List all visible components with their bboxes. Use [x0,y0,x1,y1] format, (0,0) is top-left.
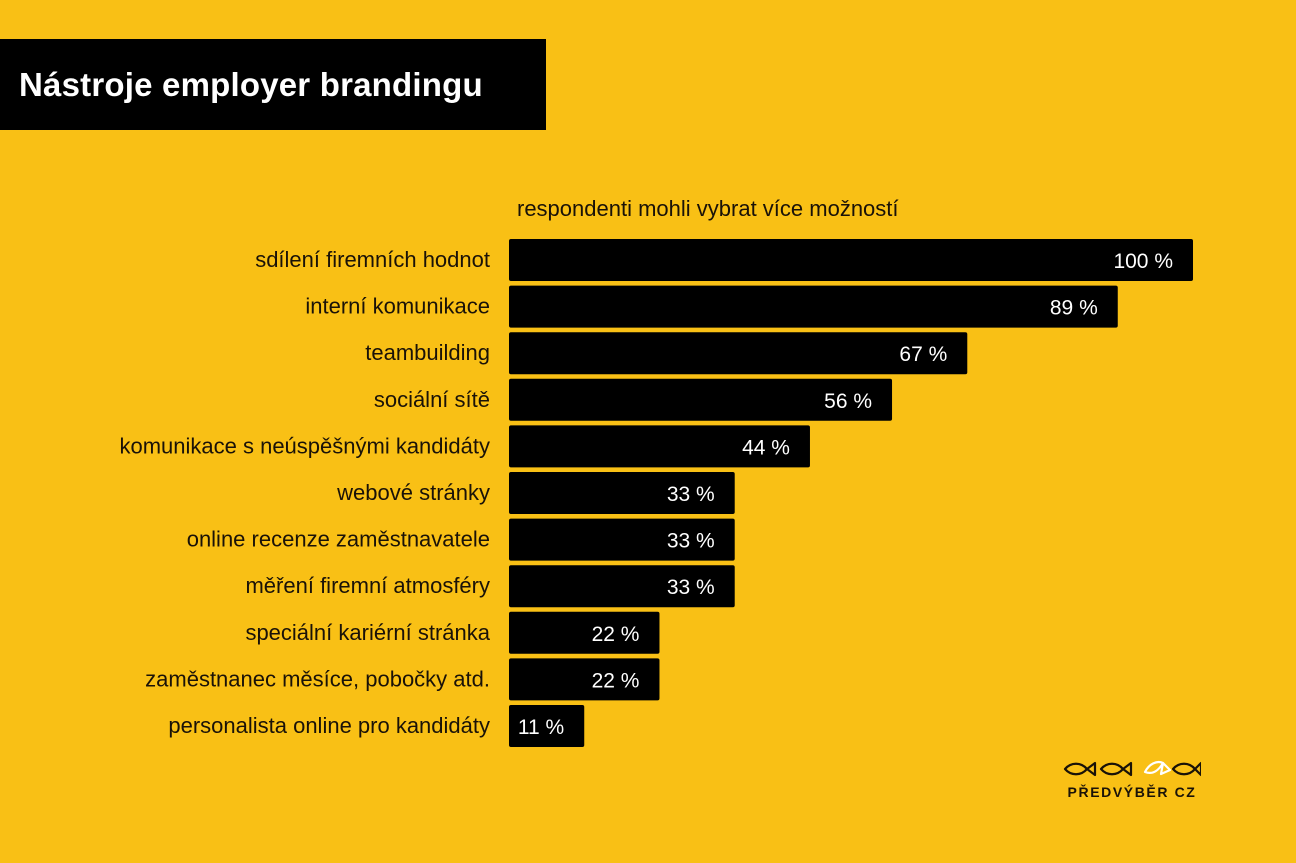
bar [509,285,1118,328]
value-label: 100 % [1113,250,1173,273]
bar [509,472,735,514]
page-title: Nástroje employer brandingu [19,65,483,103]
fish-row-icon [1063,760,1201,777]
value-label: 11 % [518,716,564,739]
chart-subtitle: respondenti mohli vybrat více možností [517,196,899,221]
bar [509,425,810,468]
value-label: 33 % [667,483,715,506]
category-label: speciální kariérní stránka [245,620,490,645]
category-label: komunikace s neúspěšnými kandidáty [119,433,490,458]
category-label: interní komunikace [305,294,490,319]
value-label: 33 % [667,576,715,599]
bar [509,611,660,654]
value-label: 67 % [899,343,947,366]
bar [509,565,735,608]
category-label: online recenze zaměstnavatele [187,527,490,552]
brand-logo[interactable]: PŘEDVÝBĚR CZ [1062,758,1202,800]
bar [509,378,893,421]
category-label: sdílení firemních hodnot [255,247,490,272]
category-label: webové stránky [336,480,490,505]
value-label: 56 % [824,390,872,413]
logo-text: PŘEDVÝBĚR CZ [1067,784,1197,800]
title-box: Nástroje employer brandingu [0,39,546,130]
value-label: 89 % [1050,297,1098,320]
category-label: teambuilding [365,340,490,365]
value-label: 22 % [592,623,640,646]
bar [509,332,968,375]
category-label: sociální sítě [374,387,490,412]
category-label: zaměstnanec měsíce, pobočky atd. [145,666,490,691]
category-label: personalista online pro kandidáty [168,713,490,738]
value-label: 33 % [667,530,715,553]
category-label: měření firemní atmosféry [245,573,490,598]
bar [509,705,585,747]
bar [509,239,1193,281]
bar [509,658,660,701]
value-label: 22 % [592,669,640,692]
value-label: 44 % [742,436,790,459]
bar [509,518,735,561]
